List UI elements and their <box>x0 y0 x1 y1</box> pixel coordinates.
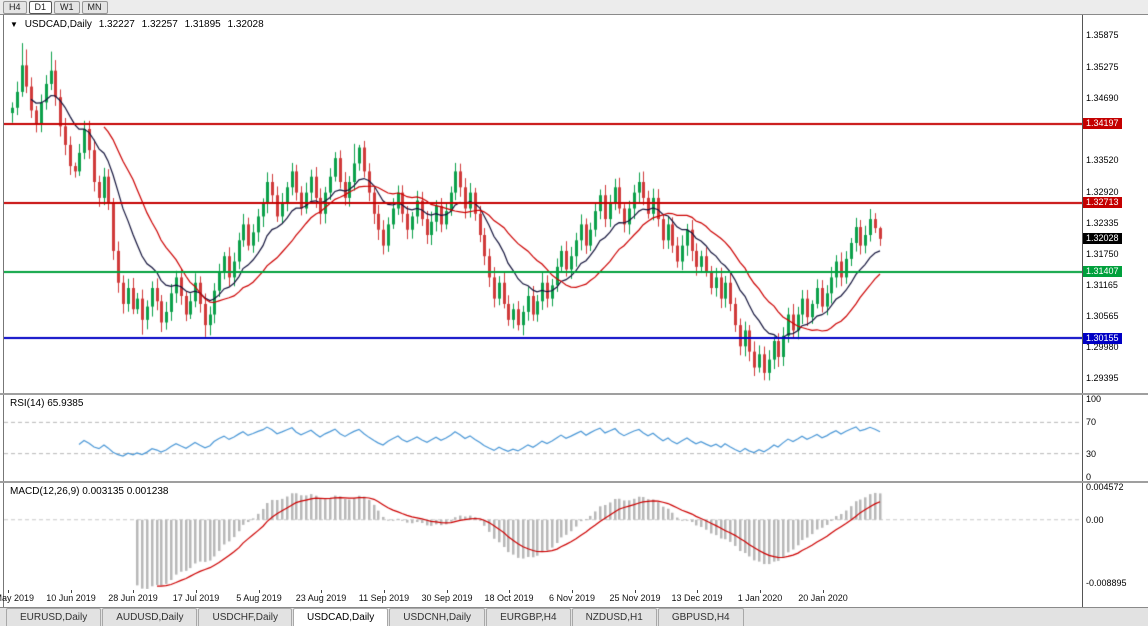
resistance-level-badge: 1.32713 <box>1083 197 1122 208</box>
support-level-badge: 1.31407 <box>1083 266 1122 278</box>
support-level-badge: 1.30155 <box>1083 332 1122 344</box>
chart-tab[interactable]: NZDUSD,H1 <box>571 608 657 626</box>
symbol-title: USDCAD,Daily <box>24 19 92 30</box>
chart-tab[interactable]: EURUSD,Daily <box>6 608 102 626</box>
timeframe-toolbar: H4 D1 W1 MN <box>0 0 1148 15</box>
time-axis-tick <box>635 590 636 593</box>
timeframe-button-mn[interactable]: MN <box>81 0 108 14</box>
price-chart-canvas[interactable] <box>4 15 1082 393</box>
chart-tab[interactable]: USDCNH,Daily <box>389 608 486 626</box>
time-axis-tick <box>8 590 9 593</box>
rsi-axis-label: 30 <box>1086 448 1097 459</box>
panel-separator[interactable] <box>0 393 1148 395</box>
time-axis-tick <box>196 590 197 593</box>
symbol-marker-icon: ▼ <box>10 20 18 29</box>
panel-separator[interactable] <box>0 481 1148 483</box>
price-axis-separator[interactable] <box>1082 15 1083 607</box>
chart-tab[interactable]: EURGBP,H4 <box>486 608 571 626</box>
price-axis-label: 1.32920 <box>1086 186 1119 197</box>
price-axis-label: 1.29980 <box>1086 342 1119 353</box>
time-axis-label: 1 Jan 2020 <box>737 593 783 603</box>
time-axis-tick <box>133 590 134 593</box>
timeframe-button-h4[interactable]: H4 <box>3 0 27 14</box>
price-axis-label: 1.33520 <box>1086 154 1119 165</box>
time-axis-tick <box>823 590 824 593</box>
price-axis-label: 1.31750 <box>1086 248 1119 259</box>
time-axis-label: 13 Dec 2019 <box>671 593 723 603</box>
current-price-badge: 1.32028 <box>1083 233 1122 245</box>
rsi-indicator-label: RSI(14) 65.9385 <box>10 398 84 409</box>
time-axis-label: 30 Sep 2019 <box>421 593 473 603</box>
macd-axis-label: 0.004572 <box>1086 482 1124 493</box>
time-axis-label: 11 Sep 2019 <box>358 593 410 603</box>
ohlc-open: 1.32227 <box>98 19 135 30</box>
resistance-level-badge: 1.34197 <box>1083 118 1122 130</box>
time-axis-tick <box>760 590 761 593</box>
chart-tabs-bar: EURUSD,Daily AUDUSD,Daily USDCHF,Daily USDC… <box>0 607 1148 626</box>
chart-tab[interactable]: USDCAD,Daily <box>293 608 389 626</box>
time-axis-tick <box>71 590 72 593</box>
chart-frame-border <box>3 15 4 607</box>
rsi-panel-canvas[interactable] <box>4 395 1082 481</box>
price-axis-label: 1.30565 <box>1086 311 1119 322</box>
price-axis-label: 1.32335 <box>1086 217 1119 228</box>
time-axis-tick <box>384 590 385 593</box>
price-axis-label: 1.31165 <box>1086 279 1118 290</box>
ohlc-low: 1.31895 <box>184 19 221 30</box>
time-axis-tick <box>447 590 448 593</box>
chart-tab[interactable]: AUDUSD,Daily <box>102 608 198 626</box>
chart-tab[interactable]: USDCHF,Daily <box>198 608 293 626</box>
macd-axis-label: 0.00 <box>1086 514 1104 525</box>
time-axis-label: 10 Jun 2019 <box>46 593 96 603</box>
price-axis-label: 1.34690 <box>1086 92 1119 103</box>
time-axis-tick <box>321 590 322 593</box>
macd-panel-canvas[interactable] <box>4 483 1082 589</box>
ohlc-high: 1.32257 <box>141 19 178 30</box>
price-axis-label: 1.35275 <box>1086 61 1119 72</box>
macd-axis-label: -0.008895 <box>1086 577 1127 588</box>
chart-tab[interactable]: GBPUSD,H4 <box>657 608 744 626</box>
price-axis-label: 1.29395 <box>1086 373 1119 384</box>
time-axis-label: 6 Nov 2019 <box>548 593 596 603</box>
time-axis-label: 18 Oct 2019 <box>484 593 534 603</box>
time-axis-tick <box>259 590 260 593</box>
time-axis-label: 25 Nov 2019 <box>609 593 661 603</box>
timeframe-button-w1[interactable]: W1 <box>54 0 80 14</box>
rsi-axis-label: 100 <box>1086 393 1102 404</box>
time-axis-tick <box>572 590 573 593</box>
time-axis-label: 20 Jan 2020 <box>798 593 848 603</box>
timeframe-button-d1[interactable]: D1 <box>28 0 53 14</box>
time-axis-label: 17 Jul 2019 <box>172 593 220 603</box>
rsi-axis-label: 0 <box>1086 472 1092 483</box>
time-axis-label: 28 Jun 2019 <box>108 593 158 603</box>
time-axis-label: 5 Aug 2019 <box>236 593 282 603</box>
time-axis-tick <box>509 590 510 593</box>
time-axis-tick <box>697 590 698 593</box>
macd-indicator-label: MACD(12,26,9) 0.003135 0.001238 <box>10 486 169 497</box>
price-axis-label: 1.35875 <box>1086 29 1119 40</box>
rsi-axis-label: 70 <box>1086 417 1097 428</box>
ohlc-close: 1.32028 <box>227 19 264 30</box>
time-axis-label: 23 Aug 2019 <box>295 593 347 603</box>
time-axis-label: 22 May 2019 <box>0 593 35 603</box>
symbol-info-line: ▼ USDCAD,Daily 1.32227 1.32257 1.31895 1… <box>10 19 268 30</box>
